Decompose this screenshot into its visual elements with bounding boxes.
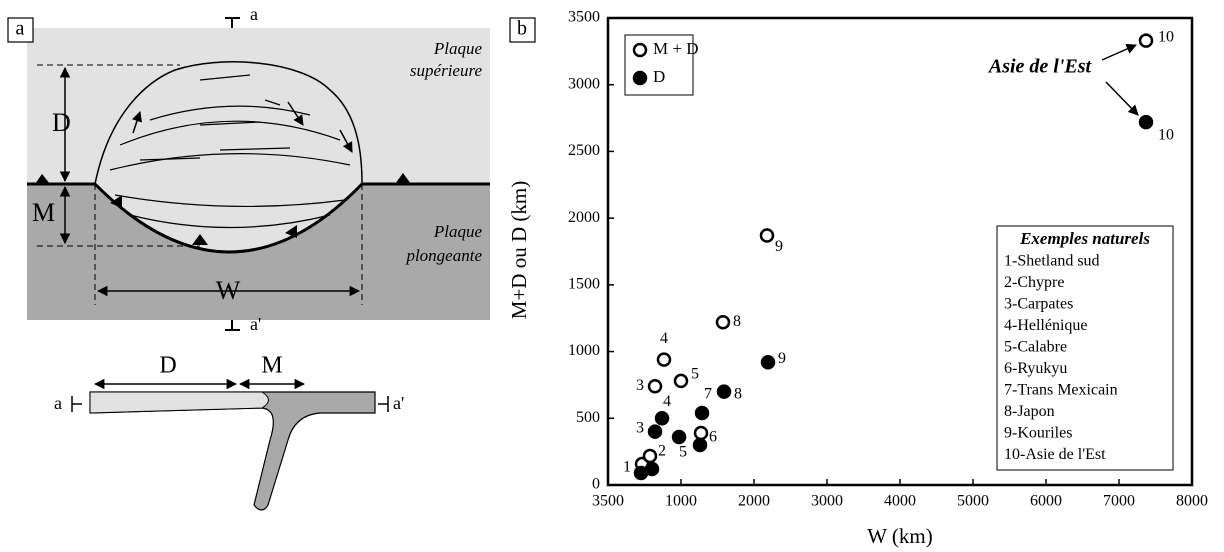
- inset-box: [996, 225, 1174, 471]
- point-label: 7: [704, 386, 712, 403]
- point-label: 9: [778, 350, 786, 367]
- panel-label-box: [509, 17, 536, 43]
- point-label: 9: [775, 238, 783, 255]
- inset-item: 8-Japon: [1004, 403, 1055, 420]
- section-label: a': [250, 314, 261, 334]
- lower-plate-label: Plaque: [433, 222, 483, 241]
- x-axis-label: W (km): [867, 524, 933, 548]
- dimension-label: D: [52, 108, 71, 137]
- point: [1138, 33, 1154, 48]
- point-label: 8: [734, 385, 742, 402]
- point: [647, 424, 663, 439]
- point-label: 4: [660, 330, 668, 347]
- panel-label: b: [517, 18, 527, 40]
- profile-label: a: [54, 393, 62, 413]
- point: [673, 373, 689, 389]
- x-tick-label: 2000: [738, 493, 770, 510]
- dimension-label: W: [216, 276, 241, 305]
- dashed-guides: [37, 64, 363, 305]
- legend-marker: [632, 70, 648, 86]
- y-tick-label: 2500: [568, 142, 600, 159]
- x-tick-label: 4000: [884, 493, 916, 510]
- point: [1138, 114, 1154, 130]
- annotation-arrows: [1101, 44, 1139, 116]
- point: [656, 352, 672, 367]
- point: [694, 405, 710, 421]
- point-label: 6: [709, 429, 717, 446]
- inset-item: 3-Carpates: [1004, 296, 1073, 313]
- annotation: Asie de l'Est: [987, 56, 1093, 78]
- point: [759, 228, 775, 243]
- y-tick-label: 0: [592, 476, 600, 493]
- point-label: 5: [679, 444, 687, 461]
- x-tick-label: 7000: [1103, 493, 1135, 510]
- point-label: 3: [636, 377, 644, 394]
- basin-upper: [94, 61, 363, 185]
- y-tick-label: 1000: [568, 342, 600, 359]
- point: [654, 411, 670, 426]
- point-label: 3: [636, 419, 644, 436]
- profile-label: M: [261, 353, 282, 379]
- point-label: 10: [1158, 127, 1174, 144]
- x-tick-label: 3500: [592, 493, 624, 510]
- thrust-teeth: [35, 173, 411, 245]
- inset-item: 7-Trans Mexicain: [1004, 382, 1118, 399]
- inset-item: 10-Asie de l'Est: [1004, 446, 1106, 463]
- point: [671, 429, 687, 445]
- x-tick-label: 1000: [665, 493, 697, 510]
- panel-label-box: [7, 17, 34, 43]
- x-tick-label: 8000: [1176, 493, 1208, 510]
- point-label: 2: [658, 443, 666, 460]
- upper-plate-label: supérieure: [410, 61, 483, 80]
- point: [647, 379, 663, 394]
- section-marker: [225, 320, 240, 331]
- inset-item: 9-Kouriles: [1004, 425, 1072, 442]
- point: [715, 314, 731, 330]
- point-label: 1: [623, 459, 631, 476]
- point: [644, 461, 660, 477]
- point-label: 4: [663, 393, 671, 410]
- section-marker: [225, 17, 240, 28]
- faults: [109, 74, 351, 229]
- point-label: 5: [691, 366, 699, 383]
- point: [692, 437, 708, 453]
- x-tick-label: 6000: [1030, 493, 1062, 510]
- y-tick-label: 500: [576, 409, 600, 426]
- dimension-label: M: [32, 198, 55, 227]
- section-label: a: [250, 4, 258, 24]
- point: [760, 354, 776, 370]
- y-tick-label: 3000: [568, 75, 600, 92]
- dimension-arrows: [59, 66, 361, 297]
- point: [716, 384, 732, 399]
- y-axis-label: M+D ou D (km): [507, 181, 531, 319]
- x-tick-label: 3000: [811, 493, 843, 510]
- point: [693, 425, 709, 441]
- inset-item: 4-Hellénique: [1004, 317, 1088, 334]
- y-tick-label: 1500: [568, 276, 600, 293]
- legend-marker: [632, 42, 648, 58]
- legend-label: M + D: [653, 39, 698, 58]
- profile-arrows: [71, 378, 389, 412]
- inset-item: 5-Calabre: [1004, 339, 1067, 356]
- y-tick-label: 3500: [568, 9, 600, 26]
- inset-item: 6-Ryukyu: [1004, 360, 1067, 377]
- inset-item: 1-Shetland sud: [1004, 253, 1100, 270]
- point-label: 10: [1158, 28, 1174, 45]
- upper-plate-label: Plaque: [433, 39, 483, 58]
- lower-plate-label: plongeante: [405, 246, 482, 265]
- inset-title: Exemples naturels: [1019, 229, 1150, 248]
- panel-a: a a a' Plaque supérieure Plaque plongean…: [7, 4, 490, 511]
- panel-label: a: [16, 18, 25, 40]
- y-tick-label: 2000: [568, 209, 600, 226]
- profile-label: D: [159, 353, 176, 379]
- profile-upper: [89, 391, 269, 414]
- profile-label: a': [393, 393, 404, 413]
- x-tick-label: 5000: [957, 493, 989, 510]
- inset-item: 2-Chypre: [1004, 274, 1064, 291]
- legend-label: D: [653, 67, 665, 86]
- point-label: 8: [733, 313, 741, 330]
- point: [642, 448, 658, 464]
